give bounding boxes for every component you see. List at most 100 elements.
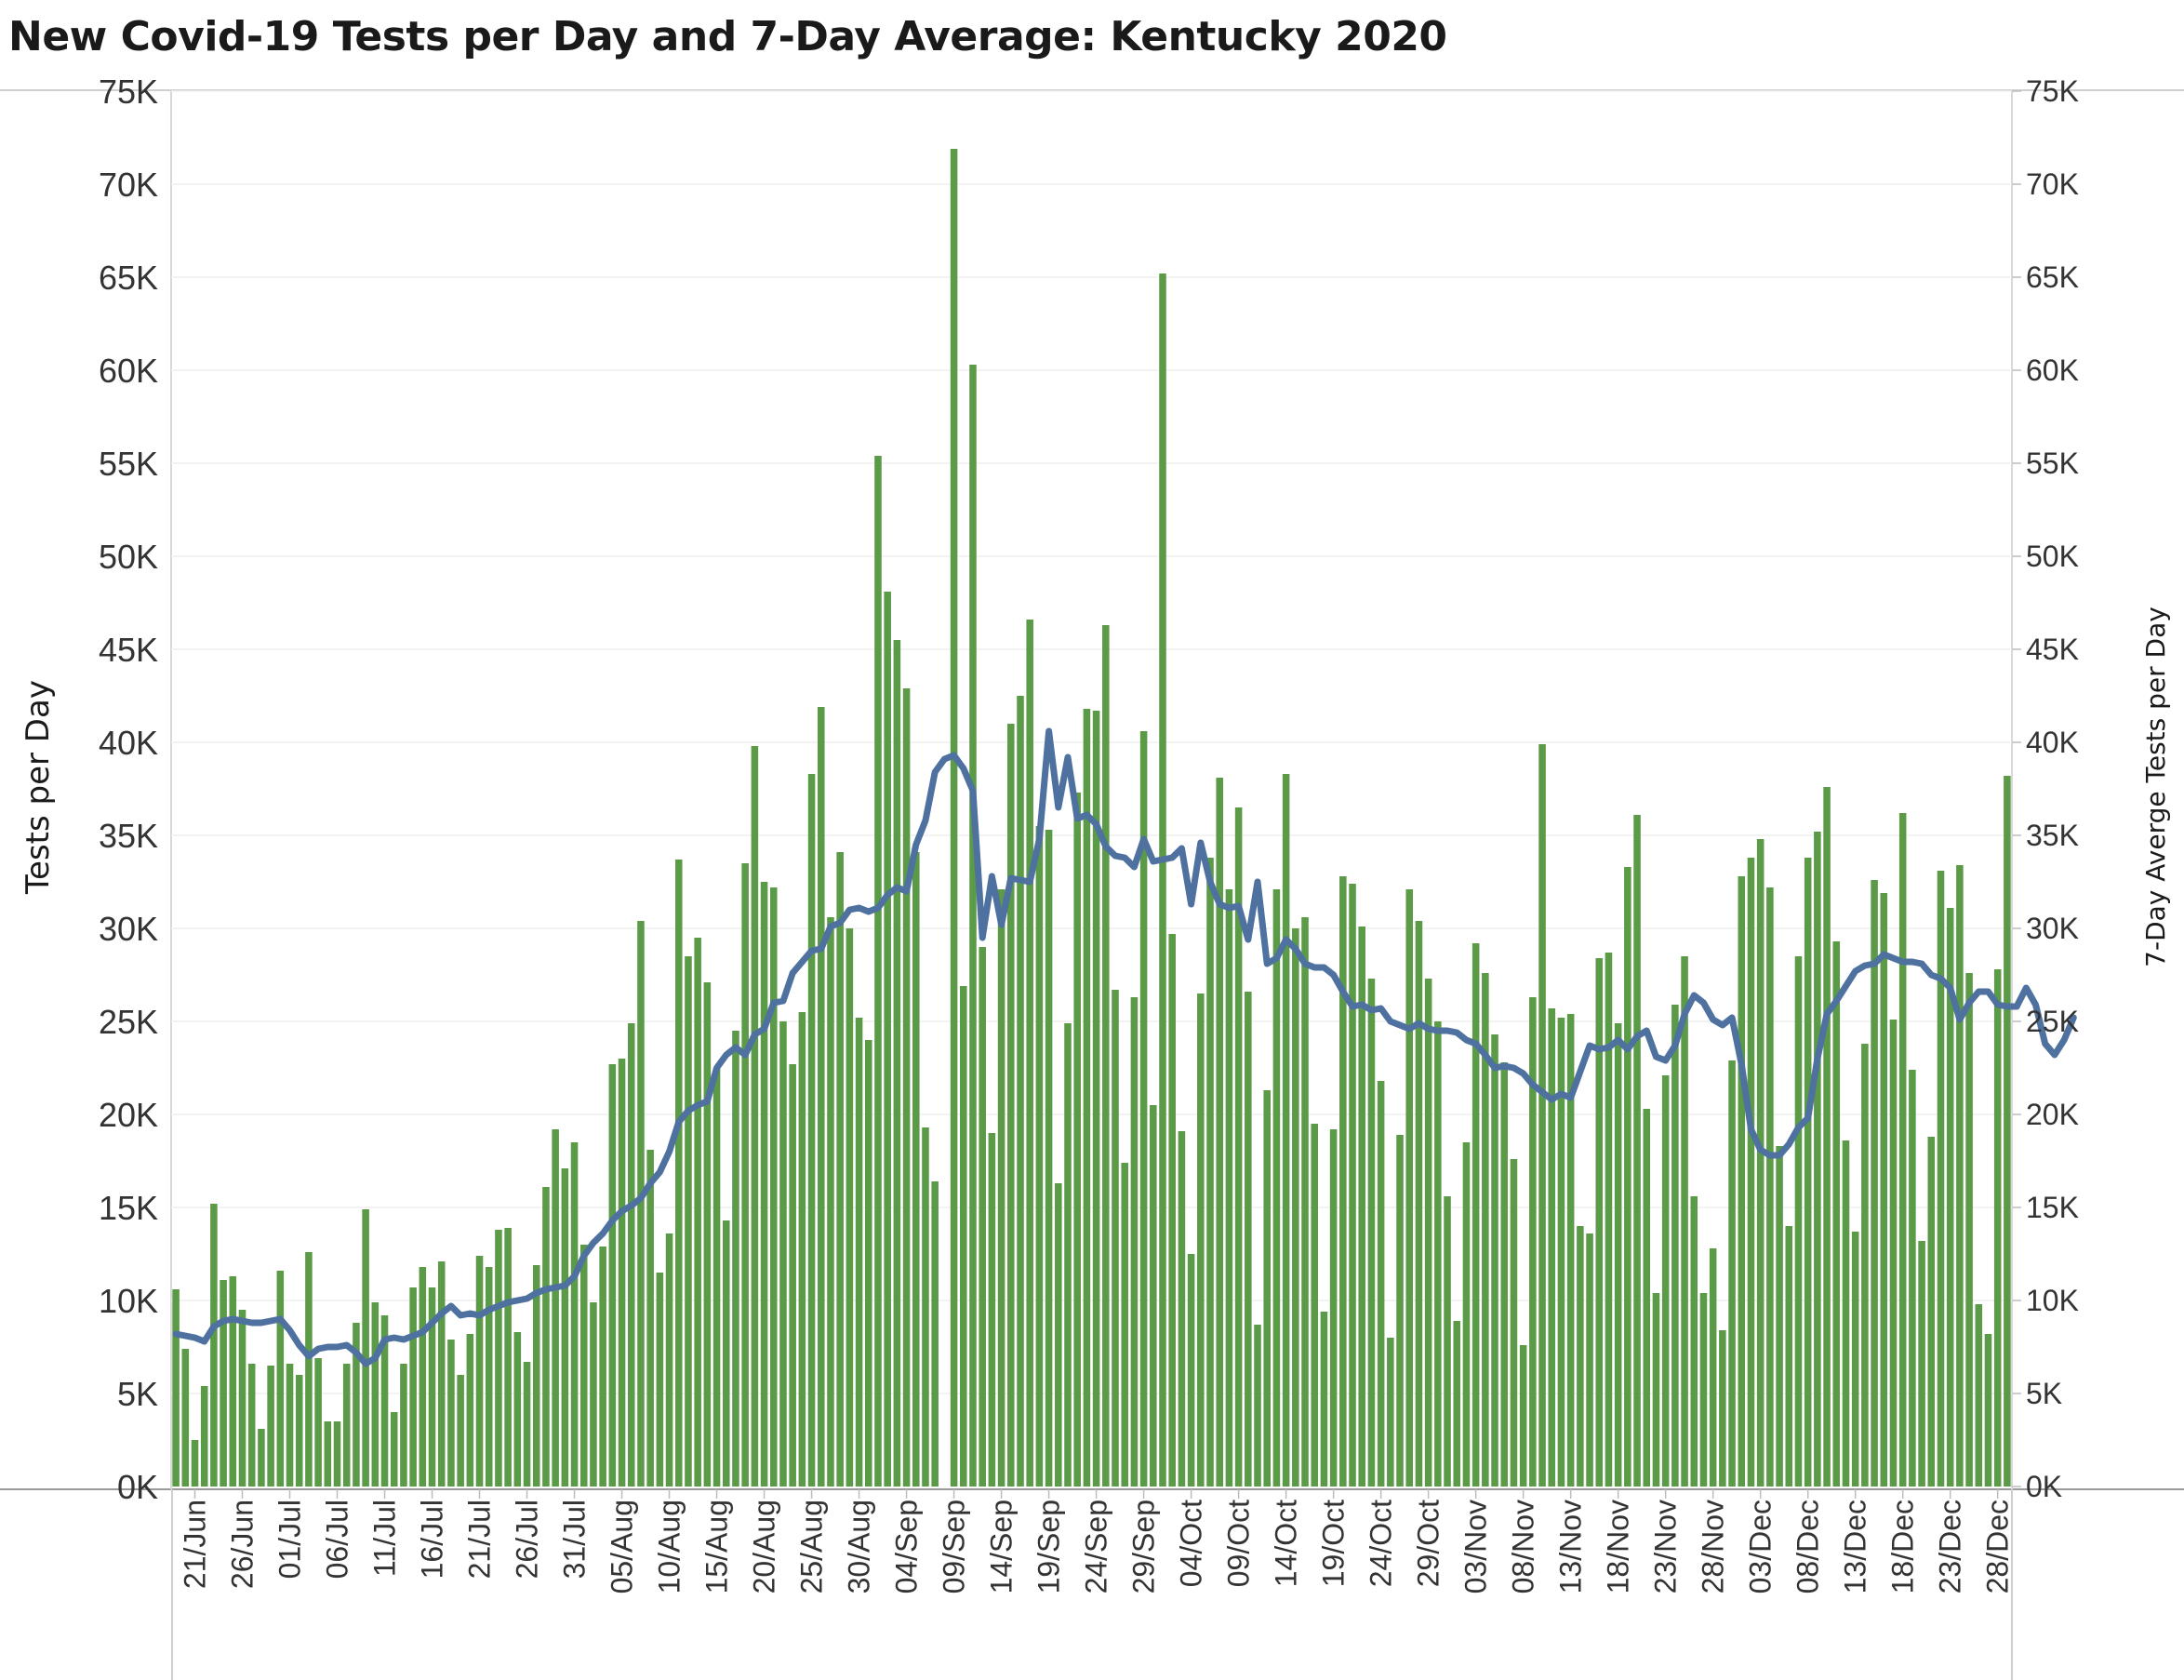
bar bbox=[437, 1261, 446, 1487]
y-right-tick-label: 65K bbox=[2026, 260, 2079, 294]
bar bbox=[1975, 1304, 1983, 1487]
x-tick-label: 19/Oct bbox=[1317, 1500, 1351, 1587]
bar bbox=[1150, 1105, 1157, 1487]
x-tick-label: 28/Dec bbox=[1981, 1500, 2015, 1593]
y-right-tick-label: 70K bbox=[2026, 167, 2079, 201]
y-left-tick-label: 75K bbox=[99, 73, 158, 111]
x-tick-label: 10/Aug bbox=[653, 1500, 686, 1593]
bar bbox=[1548, 1008, 1556, 1487]
bar bbox=[1387, 1338, 1394, 1487]
y-right-tick-label: 40K bbox=[2026, 726, 2079, 759]
bar bbox=[1168, 934, 1176, 1487]
y-right-tick-label: 75K bbox=[2026, 74, 2079, 108]
bar bbox=[333, 1421, 341, 1487]
bar bbox=[1073, 793, 1081, 1487]
bar bbox=[295, 1375, 303, 1487]
bar bbox=[1424, 979, 1432, 1487]
y-axis-right-title: 7-Day Averge Tests per Day bbox=[2140, 607, 2171, 967]
bar bbox=[1529, 997, 1537, 1487]
x-tick-label: 24/Sep bbox=[1080, 1500, 1113, 1593]
bar bbox=[1766, 887, 1774, 1487]
x-tick-label: 03/Dec bbox=[1744, 1500, 1778, 1593]
seven-day-average-line bbox=[172, 727, 2077, 1367]
bar bbox=[542, 1187, 550, 1487]
bar bbox=[950, 149, 958, 1487]
bar bbox=[1055, 1183, 1062, 1487]
bar bbox=[1292, 928, 1299, 1487]
bar bbox=[447, 1340, 455, 1487]
bar bbox=[1984, 1334, 1992, 1487]
x-tick-label: 21/Jun bbox=[179, 1500, 212, 1589]
y-axis-left-title: Tests per Day bbox=[20, 680, 57, 895]
bar bbox=[1993, 969, 2002, 1487]
bar bbox=[1747, 858, 1755, 1487]
bar bbox=[827, 917, 834, 1487]
bar bbox=[1842, 1140, 1850, 1487]
bar bbox=[1453, 1321, 1461, 1487]
bar bbox=[1965, 973, 1973, 1487]
bar bbox=[380, 1315, 389, 1487]
bar bbox=[703, 982, 712, 1487]
bar bbox=[1311, 1124, 1318, 1487]
bar bbox=[2004, 776, 2011, 1487]
bar bbox=[779, 1021, 787, 1487]
y-right-tick-label: 10K bbox=[2026, 1284, 2079, 1317]
x-tick-label: 18/Dec bbox=[1886, 1500, 1920, 1593]
bar bbox=[988, 1133, 996, 1487]
bar bbox=[229, 1276, 237, 1487]
bar bbox=[504, 1228, 512, 1487]
bar bbox=[220, 1280, 227, 1487]
bar bbox=[846, 928, 854, 1487]
x-tick-label: 16/Jul bbox=[416, 1500, 449, 1579]
bar bbox=[466, 1334, 474, 1487]
bar bbox=[1690, 1196, 1698, 1487]
bar bbox=[836, 852, 844, 1487]
bar bbox=[884, 592, 891, 1487]
bar bbox=[1661, 1075, 1670, 1487]
bar bbox=[1064, 1023, 1072, 1487]
bar bbox=[1681, 956, 1688, 1487]
bar bbox=[1776, 1146, 1783, 1487]
bar bbox=[419, 1267, 427, 1487]
bar bbox=[1187, 1254, 1195, 1487]
y-left-tick-label: 25K bbox=[99, 1003, 158, 1041]
bar bbox=[1092, 711, 1100, 1487]
bar bbox=[561, 1168, 569, 1487]
bar bbox=[1738, 876, 1746, 1487]
bar bbox=[1614, 1023, 1622, 1487]
bar bbox=[1254, 1325, 1261, 1487]
bar bbox=[1112, 990, 1119, 1487]
bar bbox=[267, 1366, 274, 1487]
bar bbox=[532, 1265, 540, 1487]
x-tick-label: 03/Nov bbox=[1459, 1500, 1493, 1593]
bar bbox=[1566, 1014, 1575, 1487]
x-tick-label: 06/Jul bbox=[321, 1500, 354, 1579]
bar bbox=[1339, 876, 1347, 1487]
chart-frame bbox=[0, 89, 2184, 1680]
bar bbox=[1823, 787, 1831, 1487]
bar bbox=[258, 1429, 265, 1487]
bar bbox=[1605, 953, 1613, 1487]
y-left-tick-label: 20K bbox=[99, 1096, 158, 1134]
bar bbox=[1035, 826, 1044, 1487]
x-tick-label: 30/Aug bbox=[843, 1500, 876, 1593]
bar bbox=[475, 1256, 484, 1487]
bar bbox=[1794, 956, 1803, 1487]
bar bbox=[674, 860, 683, 1487]
y-left-tick-label: 35K bbox=[99, 817, 158, 855]
bar bbox=[191, 1440, 199, 1487]
x-tick-label: 14/Oct bbox=[1270, 1500, 1303, 1587]
x-tick-label: 09/Sep bbox=[938, 1500, 971, 1593]
bar bbox=[400, 1364, 407, 1487]
bar bbox=[1026, 620, 1033, 1487]
y-left-tick-label: 65K bbox=[99, 259, 158, 297]
bar bbox=[1216, 778, 1223, 1487]
x-tick-label: 23/Dec bbox=[1934, 1500, 1967, 1593]
bar bbox=[353, 1323, 360, 1487]
y-right-tick-label: 20K bbox=[2026, 1098, 2079, 1131]
bar bbox=[1909, 1070, 1916, 1487]
bar bbox=[1472, 943, 1480, 1487]
x-tick-label: 11/Jul bbox=[368, 1500, 402, 1577]
bar bbox=[1519, 1345, 1527, 1487]
